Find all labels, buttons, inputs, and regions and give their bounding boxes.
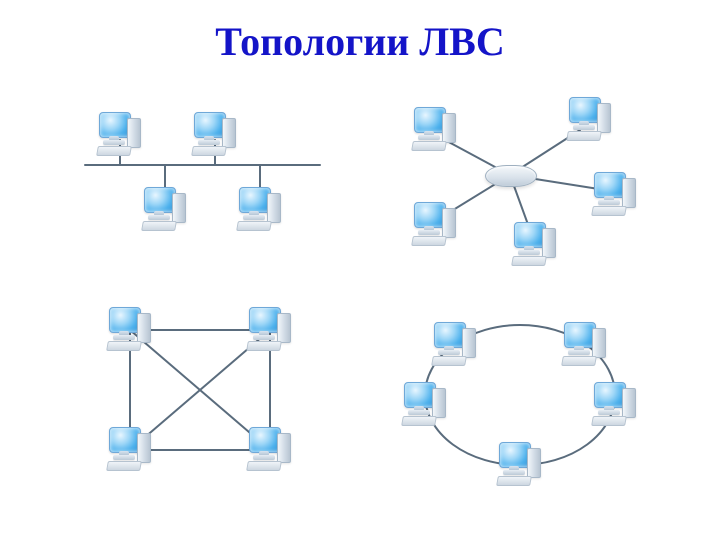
computer-icon <box>412 202 458 248</box>
computer-icon <box>592 172 638 218</box>
computer-icon <box>247 307 293 353</box>
computer-icon <box>192 112 238 158</box>
computer-icon <box>592 382 638 428</box>
computer-icon <box>402 382 448 428</box>
computer-icon <box>247 427 293 473</box>
computer-icon <box>497 442 543 488</box>
computer-icon <box>107 427 153 473</box>
computer-icon <box>97 112 143 158</box>
hub-icon <box>485 165 535 185</box>
computer-icon <box>567 97 613 143</box>
computer-icon <box>432 322 478 368</box>
computer-icon <box>512 222 558 268</box>
computer-icon <box>412 107 458 153</box>
computer-icon <box>142 187 188 233</box>
computer-icon <box>237 187 283 233</box>
computer-icon <box>562 322 608 368</box>
computer-icon <box>107 307 153 353</box>
diagram-stage: Топологии ЛВС <box>0 0 720 540</box>
